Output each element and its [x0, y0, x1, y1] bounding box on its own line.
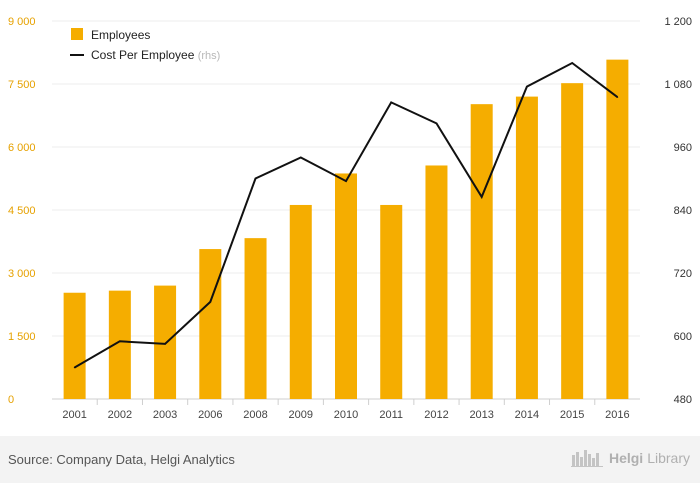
- library-icon: [570, 450, 603, 467]
- y-right-tick-label: 960: [674, 142, 692, 154]
- y-right-tick-label: 480: [674, 394, 692, 406]
- source-note: Source: Company Data, Helgi Analytics: [8, 452, 235, 467]
- cost-per-employee-point: [254, 177, 257, 180]
- cost-per-employee-line: [73, 61, 619, 369]
- y-right-tick-label: 840: [674, 205, 692, 217]
- employees-bar: [470, 104, 493, 399]
- x-tick-label: 2015: [560, 409, 584, 421]
- axes: 0 1 500 3 000 4 500 6 000 7 500 9 000 480 600 720…: [8, 16, 692, 421]
- employees-bar: [335, 173, 357, 399]
- x-tick-label: 2014: [515, 409, 539, 421]
- x-tick-label: 2010: [334, 409, 358, 421]
- legend-employees-swatch: [71, 28, 83, 40]
- employees-bar: [515, 96, 538, 399]
- employees-bar: [244, 238, 267, 399]
- legend[interactable]: Employees Cost Per Employee (rhs): [70, 28, 220, 62]
- footer-bar: [0, 436, 700, 483]
- employees-bar: [561, 83, 584, 399]
- cost-per-employee-point: [435, 122, 438, 125]
- y-left-tick-label: 1 500: [8, 331, 36, 343]
- y-right-tick-label: 1 080: [664, 79, 692, 91]
- x-tick-label: 2011: [379, 409, 403, 421]
- cost-per-employee-point: [119, 340, 121, 343]
- employees-bar: [380, 204, 403, 399]
- x-tick-label: 2012: [424, 409, 448, 421]
- x-tick-label: 2001: [62, 409, 86, 421]
- x-tick-label: 2008: [243, 409, 267, 421]
- legend-employees-label: Employees: [91, 28, 150, 42]
- cost-per-employee-point: [571, 62, 573, 64]
- brand-suffix: Library: [647, 450, 690, 466]
- cost-per-employee-point: [390, 101, 393, 104]
- cost-per-employee-point: [480, 196, 483, 198]
- x-tick-label: 2013: [469, 409, 493, 421]
- brand-name: Helgi: [608, 450, 644, 466]
- cost-per-employee-point: [526, 85, 528, 88]
- y-left-tick-label: 3 000: [8, 268, 36, 280]
- y-left-tick-label: 7 500: [8, 79, 36, 91]
- y-right-tick-label: 600: [674, 331, 692, 343]
- legend-cost-label: Cost Per Employee (rhs): [91, 48, 220, 62]
- employees-bar: [606, 59, 629, 399]
- y-left-tick-label: 6 000: [8, 142, 36, 154]
- employees-bar: [108, 290, 131, 399]
- legend-rhs-note: (rhs): [198, 50, 221, 62]
- employees-bar: [425, 165, 448, 399]
- employees-bars: [63, 59, 629, 399]
- brand-logo: Helgi Library: [570, 449, 690, 467]
- employees-bar: [63, 292, 86, 399]
- x-tick-label: 2006: [198, 409, 222, 421]
- y-left-tick-label: 4 500: [8, 205, 36, 217]
- y-right-tick-label: 1 200: [664, 16, 692, 28]
- cost-per-employee-point: [164, 343, 166, 345]
- cost-per-employee-point: [616, 96, 619, 98]
- x-tick-label: 2003: [153, 409, 177, 421]
- x-tick-label: 2009: [289, 409, 313, 421]
- employees-bar: [199, 249, 222, 399]
- cost-per-employee-point: [345, 180, 347, 182]
- employees-bar: [289, 204, 312, 399]
- cost-per-employee-point: [73, 366, 76, 369]
- y-left-tick-label: 9 000: [8, 16, 36, 28]
- x-tick-label: 2002: [108, 409, 132, 421]
- cost-per-employee-point: [209, 301, 212, 303]
- cost-per-employee-point: [299, 156, 302, 159]
- x-tick-label: 2016: [605, 409, 629, 421]
- y-right-tick-label: 720: [674, 268, 692, 280]
- y-left-tick-label: 0: [8, 394, 14, 406]
- employees-bar: [154, 285, 177, 399]
